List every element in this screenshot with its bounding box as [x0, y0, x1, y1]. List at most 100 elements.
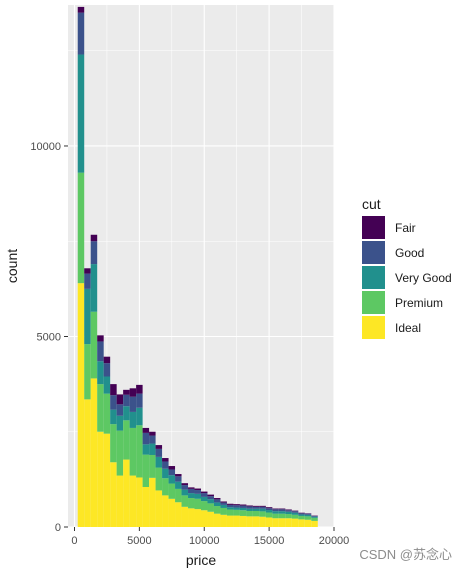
bar-fair — [188, 487, 195, 489]
legend-key-ideal — [362, 316, 385, 339]
bar-ideal — [213, 513, 221, 527]
bar-good — [311, 515, 318, 517]
bar-fair — [207, 494, 214, 497]
bar-fair — [291, 510, 299, 512]
bar-good — [246, 506, 253, 509]
bar-very-good — [123, 406, 130, 421]
bar-premium — [116, 430, 124, 476]
grid-major — [68, 5, 335, 528]
bar-good — [110, 395, 117, 410]
x-tick-label: 20000 — [319, 535, 350, 547]
bar-good — [77, 12, 85, 55]
bar-good — [90, 241, 98, 265]
bar-ideal — [84, 399, 91, 527]
y-tick-label: 0 — [55, 522, 61, 534]
bar-fair — [285, 509, 292, 511]
bar-very-good — [103, 376, 111, 394]
bar-good — [162, 461, 169, 469]
bar-ideal — [194, 509, 201, 527]
y-tick-label: 10000 — [30, 141, 61, 153]
bar-premium — [175, 488, 182, 503]
bar-ideal — [129, 475, 137, 527]
bar-very-good — [201, 496, 208, 502]
bar-premium — [142, 454, 150, 487]
bar-fair — [246, 505, 253, 507]
bar-good — [168, 469, 176, 476]
bar-fair — [77, 6, 85, 13]
bar-premium — [188, 498, 195, 509]
bar-very-good — [259, 508, 266, 512]
bar-fair — [110, 384, 117, 396]
bar-very-good — [298, 514, 305, 516]
bar-very-good — [116, 415, 124, 431]
bar-good — [291, 511, 299, 513]
bar-ideal — [155, 490, 163, 527]
bar-very-good — [246, 508, 253, 511]
bar-premium — [97, 384, 104, 432]
bar-good — [226, 504, 234, 508]
bar-ideal — [278, 518, 286, 527]
bar-fair — [213, 498, 221, 500]
bar-fair — [201, 491, 208, 494]
bar-premium — [252, 510, 260, 517]
bar-very-good — [136, 407, 143, 426]
bar-premium — [103, 393, 111, 434]
bar-good — [259, 506, 266, 509]
bar-premium — [278, 513, 286, 519]
bar-premium — [233, 509, 240, 516]
bar-ideal — [311, 520, 318, 527]
bar-ideal — [272, 518, 279, 527]
bar-premium — [84, 344, 91, 400]
bar-good — [194, 490, 201, 494]
legend-label-fair: Fair — [395, 221, 416, 235]
bar-fair — [252, 505, 260, 507]
watermark: CSDN @苏念心 — [359, 547, 452, 562]
bar-good — [304, 513, 312, 515]
bar-fair — [181, 483, 189, 486]
bar-good — [142, 432, 150, 445]
bar-good — [207, 496, 214, 500]
legend: cut Fair Good Very Good Premium Ideal — [362, 196, 452, 339]
bar-ideal — [298, 519, 305, 527]
bar-very-good — [278, 511, 286, 514]
bar-very-good — [291, 512, 299, 515]
bar-ideal — [265, 517, 273, 527]
y-axis-title: count — [4, 249, 20, 283]
bar-ideal — [220, 514, 227, 527]
y-tick-label: 5000 — [37, 331, 61, 343]
bar-very-good — [168, 475, 176, 484]
x-axis: 0 5000 10000 15000 20000 — [71, 527, 349, 547]
bar-premium — [90, 311, 98, 379]
bar-ideal — [136, 477, 143, 527]
bar-good — [188, 488, 195, 494]
bar-ideal — [168, 498, 176, 527]
bar-ideal — [77, 283, 85, 527]
bar-fair — [298, 512, 305, 514]
bar-premium — [162, 478, 169, 496]
bar-premium — [123, 420, 130, 460]
bar-premium — [304, 516, 312, 520]
bar-ideal — [246, 516, 253, 527]
bar-premium — [226, 509, 234, 516]
bar-ideal — [188, 508, 195, 527]
bar-premium — [129, 427, 137, 476]
bar-good — [84, 273, 91, 289]
bar-good — [213, 499, 221, 503]
bar-ideal — [226, 515, 234, 527]
bar-good — [175, 476, 182, 482]
bar-fair — [175, 474, 182, 477]
bar-very-good — [233, 507, 240, 510]
bar-good — [97, 341, 104, 362]
bar-fair — [278, 508, 286, 510]
bar-ideal — [123, 459, 130, 527]
bar-ideal — [239, 515, 247, 527]
bar-very-good — [265, 510, 273, 513]
legend-label-very-good: Very Good — [395, 271, 452, 285]
bar-ideal — [142, 486, 150, 527]
bar-very-good — [188, 493, 195, 499]
bar-very-good — [311, 516, 318, 518]
bars-layer — [77, 6, 318, 527]
x-tick-label: 10000 — [189, 535, 220, 547]
bar-very-good — [90, 264, 98, 312]
